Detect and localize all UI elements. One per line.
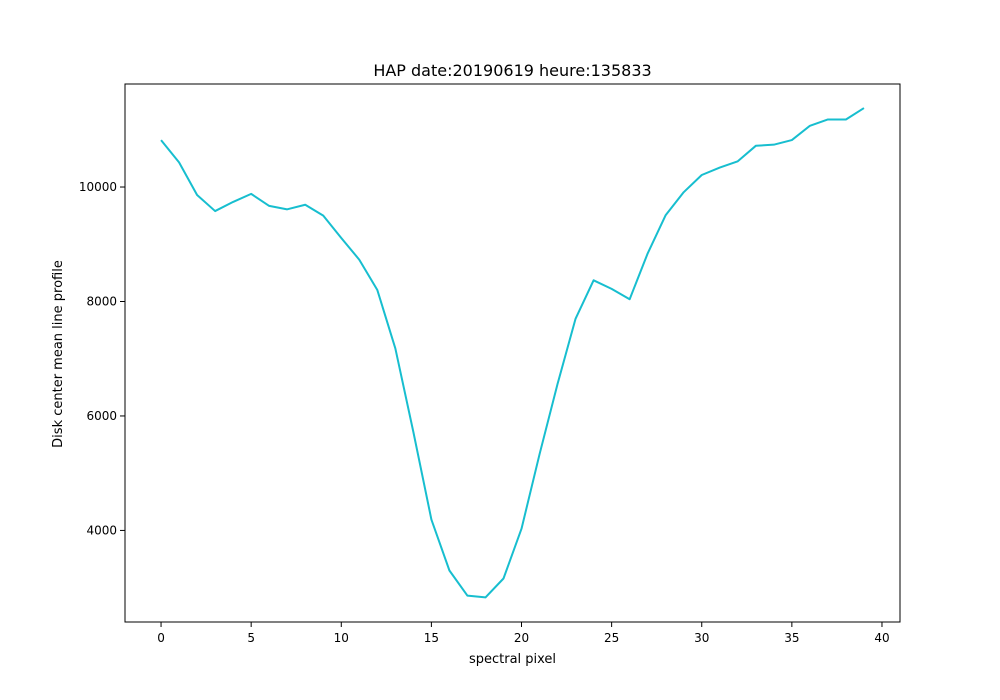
y-tick-label: 8000 [86, 294, 117, 308]
x-tick-label: 20 [514, 631, 529, 645]
x-tick-label: 35 [784, 631, 799, 645]
x-tick-label: 30 [694, 631, 709, 645]
y-tick-label: 4000 [86, 523, 117, 537]
x-tick-label: 0 [157, 631, 165, 645]
x-tick-label: 40 [874, 631, 889, 645]
chart-title: HAP date:20190619 heure:135833 [373, 61, 651, 80]
x-tick-label: 15 [424, 631, 439, 645]
x-axis-label: spectral pixel [469, 652, 556, 667]
plot-frame [124, 83, 901, 623]
plot-area: 0 5 10 15 20 25 30 35 40 4000 6000 8000 10000 [79, 83, 901, 645]
y-tick-label: 6000 [86, 409, 117, 423]
series-line-0 [160, 107, 865, 599]
x-tick-label: 5 [247, 631, 255, 645]
x-tick-label: 25 [604, 631, 619, 645]
x-tick-label: 10 [334, 631, 349, 645]
y-tick-label: 10000 [79, 180, 117, 194]
y-axis-label: Disk center mean line profile [51, 260, 66, 448]
